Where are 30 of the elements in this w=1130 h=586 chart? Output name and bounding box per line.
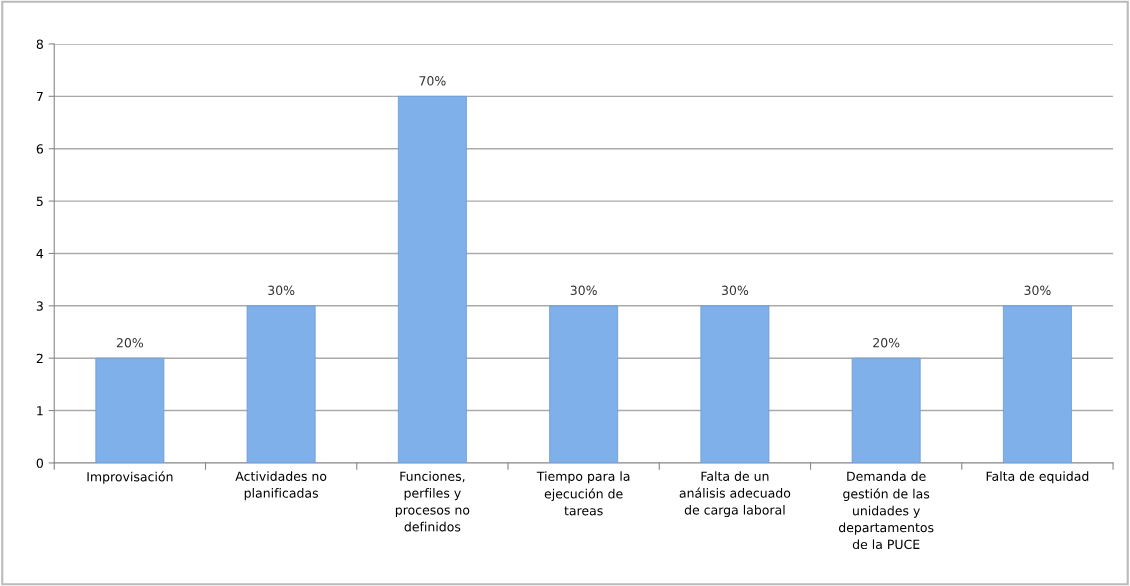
y-tick-label: 1 (37, 406, 43, 416)
x-tick-label: Falta de equidad (986, 471, 1089, 484)
annotation: 30% (721, 285, 749, 296)
x-tick-label: Funciones, perfiles y procesos no definidos (395, 471, 470, 532)
x-tick-label: Demanda de gestión de las unidades y departamentos de la PUCE (838, 471, 934, 550)
annotation: 20% (116, 337, 144, 348)
y-tick-label: 5 (36, 196, 43, 206)
bar (246, 305, 316, 463)
x-tick-label: Actividades no planificadas (235, 471, 327, 501)
bar (851, 357, 921, 463)
bar (700, 305, 770, 463)
y-tick-label: 8 (36, 39, 43, 49)
x-tick-label: Improvisación (87, 471, 173, 484)
y-tick-label: 7 (36, 91, 43, 102)
annotation: 30% (1024, 285, 1051, 296)
bar (549, 305, 619, 463)
y-tick-label: 4 (36, 249, 44, 259)
bar (95, 357, 165, 463)
y-tick-label: 3 (36, 301, 43, 311)
bar (1002, 305, 1072, 463)
y-tick-label: 0 (36, 458, 43, 468)
y-tick-label: 2 (36, 353, 43, 363)
annotation: 30% (570, 285, 597, 296)
x-tick-label: Tiempo para la ejecución de tareas (536, 471, 630, 516)
bar (397, 95, 467, 463)
annotation: 20% (873, 337, 900, 348)
annotation: 70% (419, 76, 446, 86)
x-tick-label: Falta de un análisis adecuado de carga laboral (679, 471, 791, 518)
annotation: 30% (268, 285, 295, 296)
y-tick-label: 6 (36, 144, 44, 154)
